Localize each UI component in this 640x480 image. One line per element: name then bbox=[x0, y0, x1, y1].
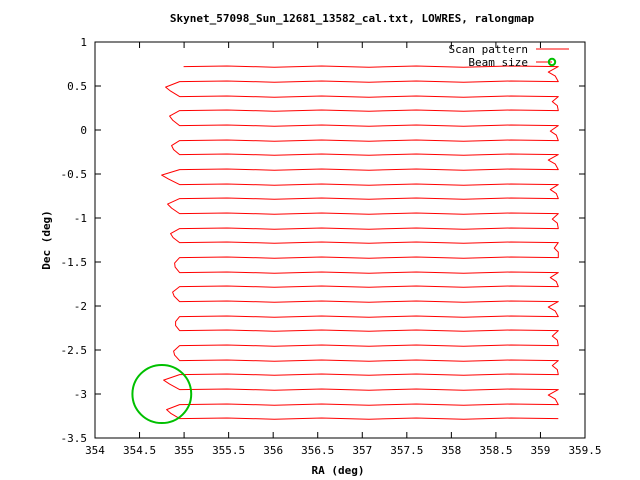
y-tick-label: -1.5 bbox=[61, 256, 88, 269]
x-tick-label: 357 bbox=[352, 444, 372, 457]
y-tick-label: -3 bbox=[74, 388, 87, 401]
y-tick-label: -2 bbox=[74, 300, 87, 313]
x-tick-label: 354.5 bbox=[123, 444, 156, 457]
x-tick-label: 355 bbox=[174, 444, 194, 457]
x-tick-label: 359 bbox=[531, 444, 551, 457]
y-axis-ticks: 1 0.5 0 -0.5 -1 -1.5 -2 -2.5 -3 -3.5 bbox=[61, 36, 585, 445]
scan-pattern-series bbox=[161, 65, 559, 420]
beam-size-series bbox=[131, 363, 193, 425]
y-tick-label: -3.5 bbox=[61, 432, 88, 445]
y-tick-label: 0.5 bbox=[67, 80, 87, 93]
legend: Scan pattern Beam size bbox=[449, 43, 569, 69]
x-axis-label: RA (deg) bbox=[312, 464, 365, 477]
x-tick-label: 359.5 bbox=[568, 444, 601, 457]
x-tick-label: 356 bbox=[263, 444, 283, 457]
x-tick-label: 358 bbox=[441, 444, 461, 457]
legend-label-beam-size: Beam size bbox=[468, 56, 528, 69]
y-tick-label: 1 bbox=[80, 36, 87, 49]
x-tick-label: 355.5 bbox=[212, 444, 245, 457]
chart-title: Skynet_57098_Sun_12681_13582_cal.txt, LO… bbox=[170, 12, 535, 25]
x-tick-label: 358.5 bbox=[479, 444, 512, 457]
beam-size-circle bbox=[131, 363, 193, 425]
x-tick-label: 354 bbox=[85, 444, 105, 457]
y-tick-label: -1 bbox=[74, 212, 87, 225]
scan-pattern-line bbox=[161, 65, 559, 420]
y-tick-label: -2.5 bbox=[61, 344, 88, 357]
plot-frame bbox=[94, 41, 586, 439]
legend-marker-beam-size bbox=[547, 57, 557, 67]
x-tick-label: 357.5 bbox=[390, 444, 423, 457]
x-tick-label: 356.5 bbox=[301, 444, 334, 457]
y-axis-label: Dec (deg) bbox=[40, 210, 53, 270]
y-tick-label: 0 bbox=[80, 124, 87, 137]
x-axis-ticks: 354 354.5 355 355.5 356 356.5 357 357.5 358 358.5… bbox=[85, 42, 602, 457]
y-tick-label: -0.5 bbox=[61, 168, 88, 181]
legend-label-scan-pattern: Scan pattern bbox=[449, 43, 528, 56]
